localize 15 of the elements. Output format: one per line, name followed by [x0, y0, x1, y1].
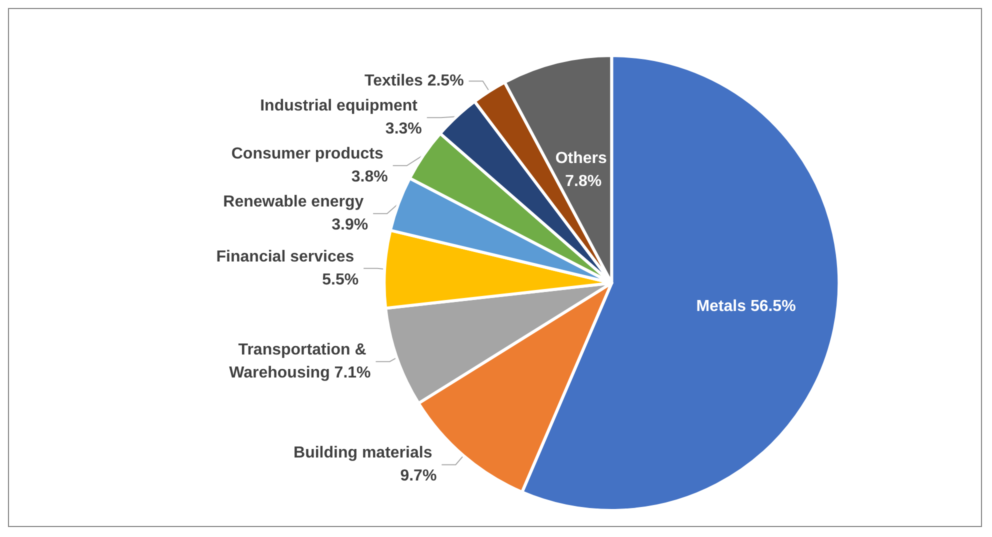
data-label: 3.3% — [385, 120, 422, 138]
slice-label: Building materials — [294, 444, 437, 462]
slice-label: Metals 56.5% — [696, 298, 796, 315]
slice-label: Industrial equipment — [260, 98, 422, 115]
slice-label: Others — [555, 150, 612, 167]
data-label: 9.7% — [400, 468, 437, 485]
data-label: 5.5% — [322, 271, 359, 288]
data-label: 7.8% — [565, 172, 602, 190]
slice-label: Consumer products — [231, 146, 388, 163]
slice-label: Financial services — [216, 248, 359, 266]
data-label: 3.8% — [351, 168, 388, 186]
slice-label: Textiles 2.5% — [364, 72, 464, 90]
slice-label: Transportation & Warehousing 7.1% — [229, 342, 371, 382]
slice-label: Renewable energy — [223, 194, 368, 211]
data-label: 3.9% — [332, 216, 368, 234]
